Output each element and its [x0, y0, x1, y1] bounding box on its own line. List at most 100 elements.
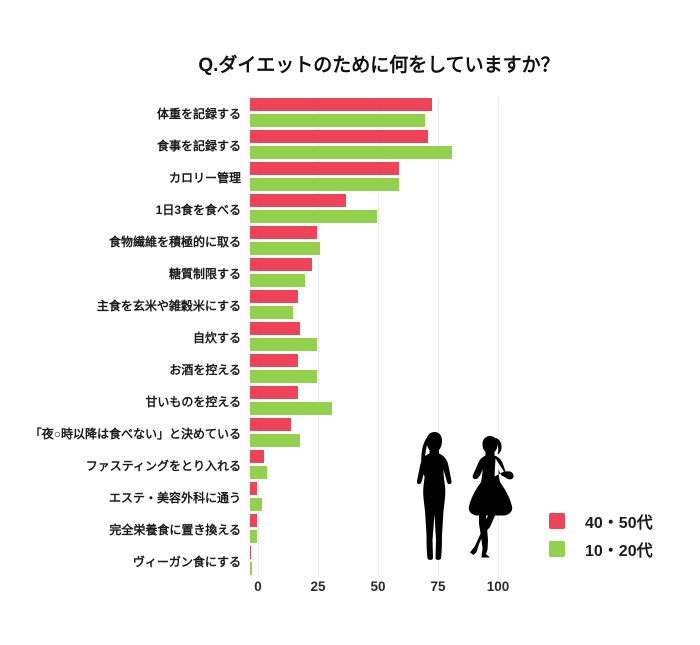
- woman-standing-silhouette: [416, 432, 452, 560]
- chart-row: ファスティングをとり入れる: [8, 449, 692, 481]
- category-label: カロリー管理: [168, 170, 241, 185]
- bar-40-50dai: [250, 514, 258, 527]
- legend-swatch-10-20: [549, 541, 565, 557]
- category-label: エステ・美容外科に通う: [108, 490, 241, 505]
- bar-pair: [250, 481, 692, 513]
- chart-row: 食事を記録する: [8, 129, 692, 161]
- x-tick-label: 50: [370, 579, 386, 594]
- bar-10-20dai: [250, 370, 318, 383]
- bar-40-50dai: [250, 290, 298, 303]
- chart-row: 「夜○時以降は食べない」と決めている: [8, 417, 692, 449]
- gridlines: [258, 97, 524, 577]
- bar-40-50dai: [250, 162, 399, 175]
- bar-pair: [250, 449, 692, 481]
- x-tick-label: 25: [310, 579, 326, 594]
- chart-row: 自炊する: [8, 321, 692, 353]
- category-label: 体重を記録する: [156, 106, 241, 121]
- category-label: 食事を記録する: [156, 138, 241, 153]
- bar-40-50dai: [250, 418, 291, 431]
- gridline: [498, 97, 499, 577]
- category-label: 自炊する: [192, 330, 241, 345]
- bar-pair: [250, 257, 692, 289]
- bar-10-20dai: [250, 306, 294, 319]
- bar-10-20dai: [250, 210, 378, 223]
- bar-pair: [250, 289, 692, 321]
- gridline: [438, 97, 439, 577]
- chart-row: 甘いものを控える: [8, 385, 692, 417]
- category-label: 食物繊維を積極的に取る: [108, 234, 241, 249]
- bar-10-20dai: [250, 402, 332, 415]
- chart-row: カロリー管理: [8, 161, 692, 193]
- bar-pair: [250, 385, 692, 417]
- chart-row: 食物繊維を積極的に取る: [8, 225, 692, 257]
- legend-label-40-50: 40・50代: [585, 515, 653, 532]
- bar-40-50dai: [250, 546, 252, 559]
- x-tick-label: 0: [254, 579, 262, 594]
- chart-row: 1日3食を食べる: [8, 193, 692, 225]
- chart-row: 体重を記録する: [8, 97, 692, 129]
- category-label: ファスティングをとり入れる: [85, 458, 241, 473]
- bar-pair: [250, 353, 692, 385]
- bar-40-50dai: [250, 258, 313, 271]
- two-women-silhouettes-illustration: [416, 432, 514, 560]
- bar-pair: [250, 513, 692, 545]
- bar-10-20dai: [250, 274, 306, 287]
- chart-row: 糖質制限する: [8, 257, 692, 289]
- bar-10-20dai: [250, 146, 452, 159]
- category-label: お酒を控える: [169, 362, 241, 377]
- bar-pair: [250, 225, 692, 257]
- bar-10-20dai: [250, 178, 399, 191]
- chart-row: 完全栄養食に置き換える: [8, 513, 692, 545]
- woman-skirt-silhouette: [468, 436, 514, 558]
- chart-row: お酒を控える: [8, 353, 692, 385]
- bar-40-50dai: [250, 98, 433, 111]
- bar-chart: 体重を記録する 食事を記録するカロリー管理 1日3食を食べる食物繊維を積極的に取る糖…: [8, 97, 692, 577]
- bar-10-20dai: [250, 466, 267, 479]
- bar-pair: [250, 321, 692, 353]
- chart-title: Q.ダイエットのために何をしていますか？: [198, 55, 560, 76]
- category-label: 1日3食を食べる: [155, 202, 241, 217]
- gridline: [378, 97, 379, 577]
- bar-40-50dai: [250, 482, 258, 495]
- bar-40-50dai: [250, 354, 298, 367]
- bar-10-20dai: [250, 434, 301, 447]
- category-label: 主食を玄米や雑穀米にする: [96, 298, 241, 313]
- bar-40-50dai: [250, 322, 301, 335]
- x-axis: 0 25 50 75 100: [254, 579, 524, 599]
- category-label: 完全栄養食に置き換える: [109, 522, 241, 537]
- bar-pair: [250, 97, 692, 129]
- bar-10-20dai: [250, 338, 318, 351]
- bar-10-20dai: [250, 562, 253, 575]
- chart-row: ヴィーガン食にする: [8, 545, 692, 577]
- bar-40-50dai: [250, 226, 318, 239]
- legend-item-40-50: 40・50代: [549, 513, 653, 532]
- x-tick-label: 75: [430, 579, 446, 594]
- legend-item-10-20: 10・20代: [549, 541, 653, 560]
- bar-10-20dai: [250, 530, 258, 543]
- gridline: [318, 97, 319, 577]
- bar-10-20dai: [250, 498, 262, 511]
- bar-10-20dai: [250, 242, 320, 255]
- bar-10-20dai: [250, 114, 426, 127]
- gridline: [258, 97, 259, 577]
- category-label: 甘いものを控える: [145, 394, 241, 409]
- bar-pair: [250, 193, 692, 225]
- bar-pair: [250, 161, 692, 193]
- legend-swatch-40-50: [549, 513, 565, 529]
- chart-row: エステ・美容外科に通う: [8, 481, 692, 513]
- chart-row: 主食を玄米や雑穀米にする: [8, 289, 692, 321]
- legend: 40・50代 10・20代: [549, 513, 653, 569]
- x-tick-label: 100: [486, 579, 510, 594]
- category-label: ヴィーガン食にする: [132, 554, 241, 569]
- bar-pair: [250, 129, 692, 161]
- bar-pair: [250, 417, 692, 449]
- bar-40-50dai: [250, 450, 265, 463]
- category-label: 「夜○時以降は食べない」と決めている: [29, 426, 241, 441]
- bar-40-50dai: [250, 194, 346, 207]
- category-label: 糖質制限する: [168, 266, 241, 281]
- bar-40-50dai: [250, 386, 298, 399]
- legend-label-10-20: 10・20代: [585, 543, 653, 560]
- bar-40-50dai: [250, 130, 428, 143]
- bar-pair: [250, 545, 692, 577]
